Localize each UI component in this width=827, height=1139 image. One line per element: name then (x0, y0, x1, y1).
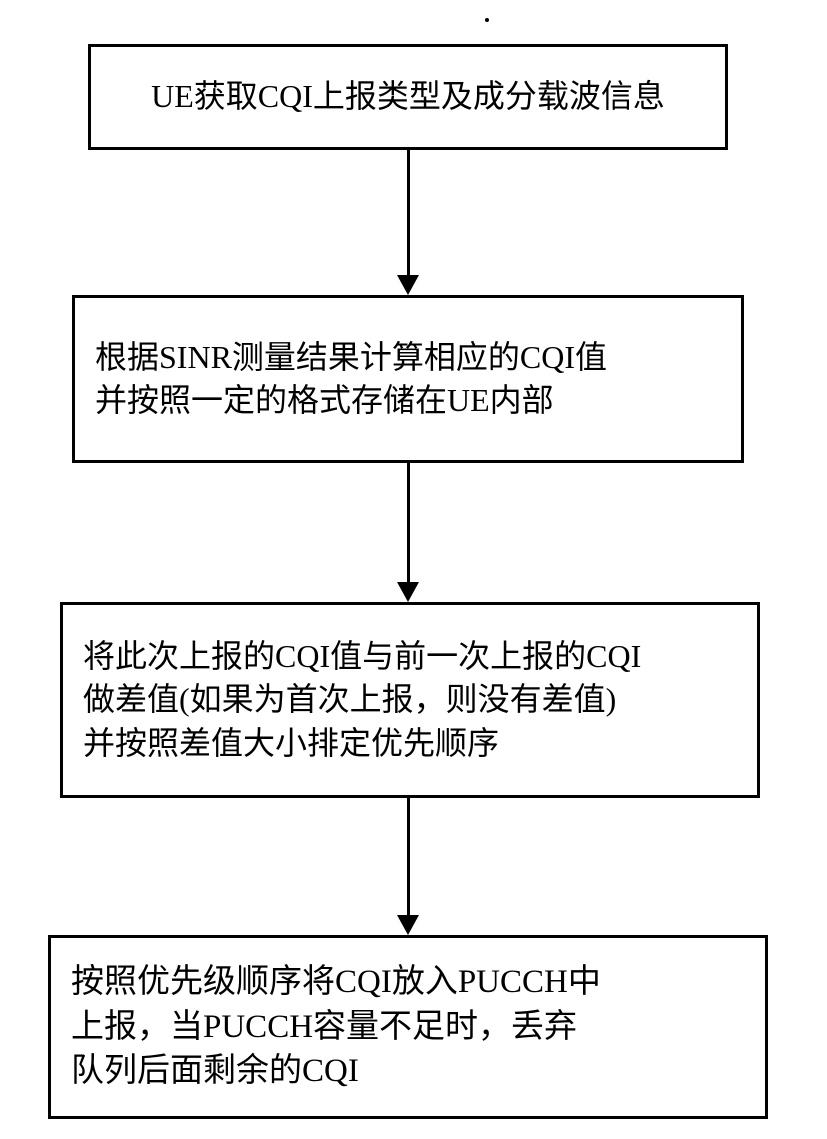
flow-node-4: 按照优先级顺序将CQI放入PUCCH中 上报，当PUCCH容量不足时，丢弃 队列… (48, 935, 768, 1119)
flow-node-4-text: 按照优先级顺序将CQI放入PUCCH中 上报，当PUCCH容量不足时，丢弃 队列… (71, 960, 745, 1094)
flow-node-1-text: UE获取CQI上报类型及成分载波信息 (111, 75, 705, 118)
flowchart-canvas: UE获取CQI上报类型及成分载波信息 根据SINR测量结果计算相应的CQI值 并… (0, 0, 827, 1139)
flow-node-3-text: 将此次上报的CQI值与前一次上报的CQI 做差值(如果为首次上报，则没有差值) … (83, 635, 737, 765)
stray-dot (485, 18, 489, 22)
flow-arrow-3-line (407, 798, 410, 917)
flow-arrow-2-line (407, 463, 410, 584)
flow-arrow-3-head (397, 915, 419, 935)
flow-arrow-1-line (407, 150, 410, 277)
flow-node-3: 将此次上报的CQI值与前一次上报的CQI 做差值(如果为首次上报，则没有差值) … (60, 602, 760, 798)
flow-node-2: 根据SINR测量结果计算相应的CQI值 并按照一定的格式存储在UE内部 (72, 295, 744, 463)
flow-node-1: UE获取CQI上报类型及成分载波信息 (88, 44, 728, 150)
flow-arrow-1-head (397, 275, 419, 295)
flow-node-2-text: 根据SINR测量结果计算相应的CQI值 并按照一定的格式存储在UE内部 (95, 336, 721, 422)
flow-arrow-2-head (397, 582, 419, 602)
